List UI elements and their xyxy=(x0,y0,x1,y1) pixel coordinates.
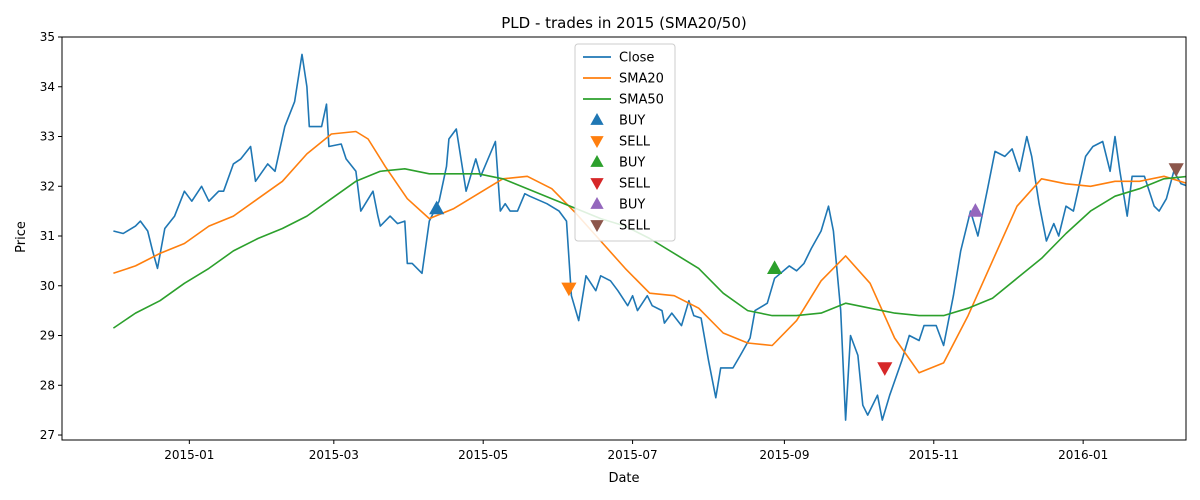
legend-swatch-sell-4 xyxy=(590,178,604,190)
buy-marker-1 xyxy=(429,200,445,215)
legend-label: BUY xyxy=(619,114,645,129)
legend-swatch-buy-5 xyxy=(590,197,604,209)
sell-marker-4 xyxy=(877,362,893,376)
x-tick-label: 2015-01 xyxy=(164,448,214,462)
legend-swatch-buy-3 xyxy=(590,155,604,167)
y-tick-label: 31 xyxy=(40,229,55,243)
legend: Close SMA20 SMA50 BUY SELL BUY SELL BUY SELL xyxy=(574,43,676,242)
legend-swatch-sell-6 xyxy=(590,220,604,232)
legend-label: SMA20 xyxy=(619,72,664,87)
series-line-sma20 xyxy=(113,130,1186,374)
y-tick-label: 32 xyxy=(40,179,55,193)
x-tick-label: 2015-11 xyxy=(909,448,959,462)
y-tick-label: 28 xyxy=(40,378,55,392)
plot-frame xyxy=(61,36,1187,441)
legend-label: BUY xyxy=(619,198,645,213)
legend-label: SELL xyxy=(619,135,651,150)
sell-marker-2 xyxy=(561,282,577,297)
legend-label: Close xyxy=(619,51,654,66)
series-line-close xyxy=(113,53,1186,421)
plot-area: 2015-01 2015-03 2015-05 2015-07 2015-09 2015-… xyxy=(40,30,1187,462)
y-tick-label: 27 xyxy=(40,428,55,442)
legend-swatch-buy-1 xyxy=(590,113,604,125)
x-axis-title: Date xyxy=(608,471,639,486)
legend-label: SMA50 xyxy=(619,93,664,108)
y-tick-label: 34 xyxy=(40,80,55,94)
x-tick-label: 2015-07 xyxy=(608,448,658,462)
y-tick-label: 29 xyxy=(40,329,55,343)
y-tick-label: 30 xyxy=(40,279,55,293)
x-tick-label: 2016-01 xyxy=(1058,448,1108,462)
chart-title: PLD - trades in 2015 (SMA20/50) xyxy=(501,14,747,32)
y-tick-label: 35 xyxy=(40,30,55,44)
x-tick-label: 2015-09 xyxy=(759,448,809,462)
legend-label: SELL xyxy=(619,219,651,234)
buy-marker-5 xyxy=(967,203,984,217)
legend-swatch-sell-2 xyxy=(590,136,604,148)
sell-marker-6 xyxy=(1168,163,1184,177)
x-tick-label: 2015-05 xyxy=(458,448,508,462)
buy-marker-3 xyxy=(767,260,783,274)
legend-label: SELL xyxy=(619,177,651,192)
legend-label: BUY xyxy=(619,156,645,171)
y-tick-label: 33 xyxy=(40,130,55,144)
y-axis-title: Price xyxy=(14,221,29,253)
x-tick-label: 2015-03 xyxy=(309,448,359,462)
legend-box xyxy=(574,43,676,242)
